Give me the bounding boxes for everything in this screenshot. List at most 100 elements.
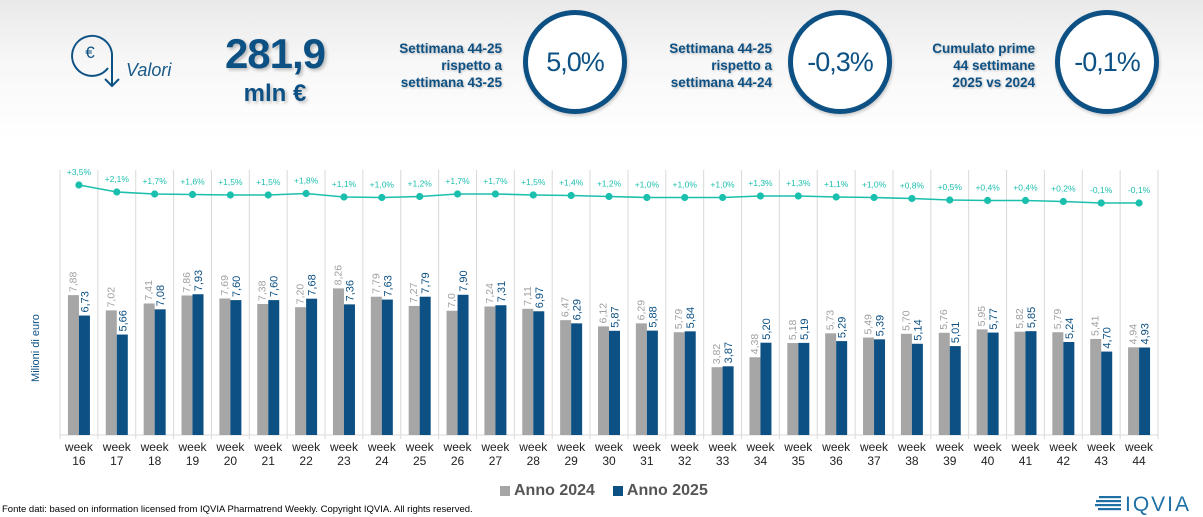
bar-label-2025: 7,63	[382, 275, 394, 296]
growth-label: +1,2%	[597, 179, 622, 189]
growth-point	[151, 190, 159, 198]
bar-label-2025: 5,88	[647, 306, 659, 327]
kpi-label-line: rispetto a	[441, 58, 502, 73]
growth-label: +1,8%	[294, 176, 319, 186]
growth-label: +1,5%	[218, 177, 243, 187]
kpi-label-cumulative: Cumulato prime 44 settimane 2025 vs 2024	[890, 40, 1035, 91]
bar-2025	[268, 300, 280, 435]
legend-label-2024: Anno 2024	[514, 482, 595, 499]
kpi-circle-cumulative: -0,1%	[1055, 10, 1159, 114]
bar-2024	[598, 326, 609, 435]
growth-point	[1097, 199, 1105, 207]
x-tick-label-number: 24	[375, 454, 389, 468]
bar-2024	[105, 310, 117, 435]
bar-2024	[522, 308, 534, 435]
bar-label-2025: 5,14	[912, 319, 924, 340]
x-tick-label-week: week	[64, 440, 94, 454]
bar-2025	[836, 341, 848, 435]
x-tick-label-week: week	[102, 440, 132, 454]
kpi-label-line: rispetto a	[711, 58, 772, 73]
growth-label: +1,5%	[256, 177, 281, 187]
bar-label-2024: 3,82	[711, 344, 723, 365]
kpi-label-line: settimana 44-24	[670, 75, 772, 90]
x-tick-label-number: 34	[754, 454, 768, 468]
bar-2024	[67, 295, 79, 435]
bar-2025	[911, 343, 923, 435]
growth-label: -0,1%	[1128, 185, 1151, 195]
bar-2024	[787, 343, 799, 435]
bar-label-2025: 5,19	[799, 318, 811, 339]
x-tick-label-number: 28	[527, 454, 541, 468]
bar-label-2025: 5,20	[761, 318, 773, 339]
growth-label: +2,1%	[105, 174, 130, 184]
bar-2025	[495, 305, 507, 435]
x-tick-label-week: week	[897, 440, 927, 454]
bar-label-2024: 5,49	[863, 314, 875, 335]
bar-2024	[1014, 331, 1026, 435]
bar-2025	[609, 330, 620, 435]
bar-label-2024: 5,70	[900, 310, 912, 331]
kpi-label-line: settimana 43-25	[400, 75, 502, 90]
bar-2025	[192, 294, 204, 435]
bar-label-2025: 6,73	[79, 291, 91, 312]
kpi-label-line: Settimana 44-25	[669, 41, 772, 56]
x-tick-label-week: week	[821, 440, 851, 454]
legend-item-2024: Anno 2024	[500, 482, 595, 500]
bar-2024	[900, 333, 912, 435]
total-unit: mln €	[243, 80, 307, 107]
growth-point	[756, 192, 765, 200]
bar-2024	[295, 307, 307, 435]
growth-point	[681, 193, 689, 202]
x-tick-label-number: 39	[943, 454, 957, 468]
bar-2024	[219, 298, 231, 435]
bar-2024	[825, 333, 837, 435]
bar-label-2024: 5,82	[1014, 308, 1026, 329]
bar-2024	[673, 332, 685, 435]
bar-2024	[749, 357, 761, 435]
x-tick-label-number: 20	[224, 454, 238, 468]
bar-2025	[760, 342, 772, 435]
bar-label-2025: 4,70	[1102, 327, 1114, 348]
bar-label-2025: 5,87	[610, 306, 622, 327]
growth-point	[567, 191, 575, 200]
x-tick-label-week: week	[1010, 440, 1040, 454]
legend-item-2025: Anno 2025	[612, 482, 708, 500]
bar-label-2025: 6,97	[534, 287, 546, 308]
bar-label-2024: 7,38	[257, 280, 269, 301]
bar-label-2025: 7,68	[307, 274, 319, 295]
growth-point	[188, 190, 197, 199]
x-tick-label-number: 25	[413, 454, 427, 468]
x-tick-label-week: week	[480, 440, 510, 454]
bar-2024	[257, 304, 269, 435]
bar-label-2024: 7,69	[219, 275, 231, 296]
growth-point	[1021, 196, 1030, 205]
x-tick-label-week: week	[1048, 440, 1078, 454]
growth-label: +1,0%	[370, 180, 395, 190]
bar-2025	[154, 309, 166, 435]
bar-2025	[646, 330, 658, 435]
kpi-label-line: 44 settimane	[953, 58, 1035, 73]
bar-label-2025: 4,93	[1140, 323, 1152, 344]
growth-label: +0,4%	[1013, 183, 1038, 193]
growth-label: +1,7%	[142, 176, 167, 186]
x-tick-label-week: week	[935, 440, 965, 454]
x-tick-label-number: 32	[678, 454, 692, 468]
bar-label-2024: 5,79	[1052, 309, 1064, 330]
bar-label-2024: 5,41	[1090, 315, 1102, 336]
bar-2024	[938, 332, 950, 435]
growth-point	[946, 196, 954, 204]
bar-2025	[533, 311, 545, 435]
growth-label: +1,0%	[635, 180, 660, 190]
bar-label-2025: 5,29	[837, 317, 849, 338]
bar-2025	[571, 323, 583, 435]
growth-point	[113, 188, 121, 196]
bar-2025	[419, 296, 431, 435]
bar-label-2025: 7,31	[496, 281, 508, 302]
kpi-label-weekly-vs-last-year: Settimana 44-25 rispetto a settimana 44-…	[630, 40, 772, 91]
x-tick-label-week: week	[859, 440, 889, 454]
growth-point	[643, 193, 651, 202]
bar-label-2024: 4,38	[749, 334, 761, 355]
growth-point	[226, 191, 234, 199]
bar-label-2025: 7,60	[269, 276, 281, 297]
growth-label: -0,1%	[1090, 185, 1113, 195]
